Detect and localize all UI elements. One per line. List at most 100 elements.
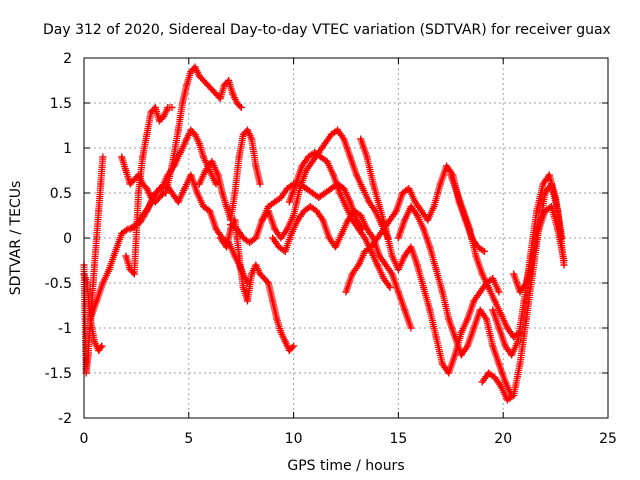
data-point: [501, 342, 509, 350]
series-track-13: [285, 149, 394, 291]
data-point: [139, 212, 147, 219]
data-point: [168, 104, 176, 111]
data-point: [308, 158, 316, 165]
data-point: [313, 207, 321, 215]
data-point: [552, 194, 560, 201]
data-point: [510, 392, 518, 399]
data-point: [118, 230, 126, 237]
data-point: [405, 185, 413, 192]
y-tick-label: -1: [58, 321, 72, 337]
data-point: [195, 72, 203, 80]
data-point: [365, 198, 373, 206]
data-point: [373, 261, 381, 269]
data-point: [134, 189, 142, 197]
data-point: [162, 189, 170, 197]
data-point: [445, 315, 453, 323]
data-point: [443, 162, 451, 170]
data-point: [407, 324, 415, 332]
data-point: [122, 252, 130, 260]
data-point: [554, 225, 562, 233]
x-tick-label: 25: [599, 431, 617, 447]
data-point: [183, 135, 191, 143]
data-point: [220, 81, 228, 89]
data-point: [199, 153, 207, 161]
data-point: [193, 189, 201, 197]
data-point: [216, 234, 224, 242]
data-point: [243, 126, 251, 134]
y-tick-label: -2: [58, 411, 72, 427]
data-point: [363, 225, 371, 233]
data-point: [283, 185, 291, 192]
y-tick-label: 0.5: [50, 186, 72, 202]
data-point: [168, 162, 176, 170]
y-tick-label: 1: [63, 141, 72, 157]
data-point: [264, 207, 272, 215]
data-point: [533, 207, 541, 215]
data-point: [480, 248, 488, 255]
data-point: [352, 171, 360, 179]
data-point: [399, 189, 407, 197]
data-point: [336, 189, 344, 197]
data-point: [508, 351, 516, 359]
data-point: [426, 306, 434, 314]
data-point: [111, 248, 119, 255]
data-point: [130, 270, 138, 278]
series-track-20: [510, 203, 568, 296]
data-point: [376, 252, 384, 260]
data-point: [485, 284, 493, 291]
data-point: [227, 221, 235, 228]
data-point: [539, 180, 547, 188]
data-point: [269, 234, 277, 242]
data-point: [176, 149, 184, 156]
data-point: [288, 230, 296, 237]
data-point: [187, 68, 195, 75]
data-point: [478, 270, 486, 278]
data-point: [388, 270, 396, 278]
data-point: [95, 347, 103, 354]
data-point: [457, 351, 465, 359]
data-point: [464, 315, 472, 323]
data-point: [388, 252, 396, 260]
data-point: [271, 198, 279, 206]
data-point: [451, 351, 459, 359]
data-point: [350, 207, 358, 215]
series-track-6: [126, 126, 220, 233]
data-point: [199, 77, 207, 84]
data-point: [323, 158, 331, 165]
data-point: [183, 81, 191, 89]
data-point: [376, 203, 384, 210]
data-point: [248, 270, 256, 278]
data-point: [348, 216, 356, 224]
data-point: [401, 216, 409, 224]
data-point: [535, 225, 543, 233]
data-point: [355, 225, 363, 233]
data-point: [451, 333, 459, 341]
data-point: [357, 212, 365, 219]
data-point: [489, 342, 497, 350]
data-point: [340, 135, 348, 143]
data-point: [132, 221, 140, 228]
x-tick-label: 0: [80, 431, 89, 447]
data-point: [281, 338, 289, 345]
data-point: [547, 203, 555, 210]
data-point: [277, 194, 285, 201]
data-point: [445, 369, 453, 377]
data-point: [187, 126, 195, 134]
data-point: [122, 167, 130, 174]
y-tick-label: -1.5: [45, 366, 72, 382]
data-point: [485, 369, 493, 377]
data-point: [420, 284, 428, 291]
data-point: [426, 243, 434, 251]
data-point: [541, 189, 549, 197]
data-point: [231, 216, 239, 224]
data-point: [294, 216, 302, 224]
data-point: [191, 131, 199, 138]
data-point: [319, 216, 327, 224]
data-point: [432, 333, 440, 341]
data-point: [195, 140, 203, 147]
data-point: [497, 383, 505, 390]
data-point: [355, 261, 363, 269]
data-point: [382, 261, 390, 269]
data-point: [225, 77, 233, 84]
data-point: [292, 180, 300, 188]
